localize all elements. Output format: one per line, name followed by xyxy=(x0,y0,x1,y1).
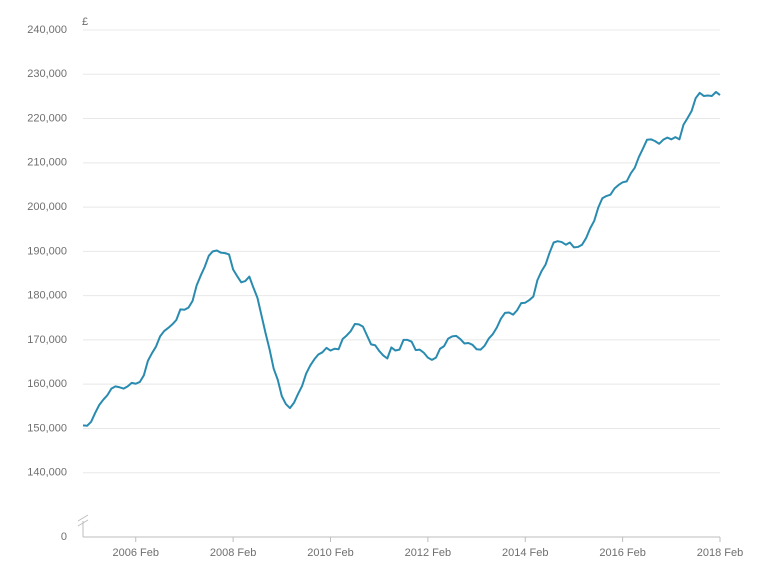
y-tick-label: 180,000 xyxy=(27,290,67,302)
x-tick-label: 2018 Feb xyxy=(697,547,743,559)
y-tick-label: 210,000 xyxy=(27,157,67,169)
y-axis-unit: £ xyxy=(82,16,88,28)
y-tick-label: 200,000 xyxy=(27,201,67,213)
y-tick-label: 240,000 xyxy=(27,24,67,36)
y-tick-label: 230,000 xyxy=(27,68,67,80)
y-tick-label: 190,000 xyxy=(27,245,67,257)
axis-break xyxy=(77,519,89,527)
y-tick-label: 150,000 xyxy=(27,422,67,434)
x-tick-label: 2010 Feb xyxy=(307,547,353,559)
y-tick-label: 140,000 xyxy=(27,467,67,479)
x-tick-label: 2014 Feb xyxy=(502,547,548,559)
x-tick-label: 2008 Feb xyxy=(210,547,256,559)
x-tick-label: 2012 Feb xyxy=(405,547,451,559)
y-tick-label: 220,000 xyxy=(27,112,67,124)
y-tick-label: 170,000 xyxy=(27,334,67,346)
axis-break xyxy=(77,514,89,522)
y-tick-label: 0 xyxy=(61,531,67,543)
price-line xyxy=(82,90,721,427)
x-tick-label: 2016 Feb xyxy=(599,547,645,559)
y-tick-label: 160,000 xyxy=(27,378,67,390)
x-tick-label: 2006 Feb xyxy=(113,547,159,559)
